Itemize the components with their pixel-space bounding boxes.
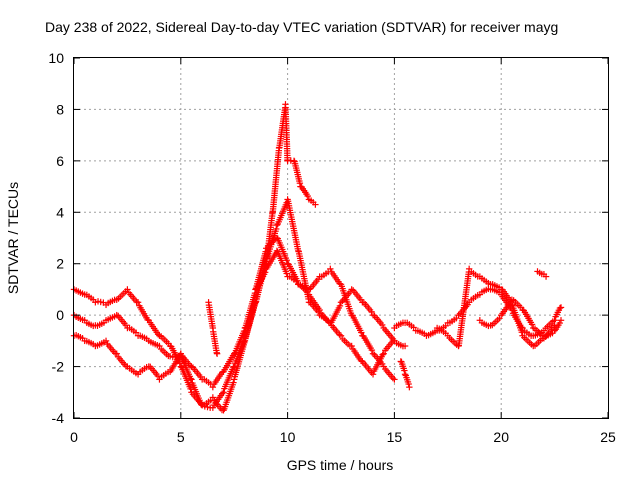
data-point [518, 329, 525, 336]
data-point [187, 385, 194, 393]
data-point [220, 389, 227, 396]
data-point [551, 322, 558, 329]
data-point [378, 321, 386, 329]
x-tick-label: 0 [70, 429, 78, 445]
data-point [556, 319, 563, 327]
y-tick-label: 2 [56, 256, 64, 272]
axis-ticks: 0 5 10 15 20 25 -4 -2 0 2 4 6 8 10 [48, 50, 616, 445]
grid-lines [74, 58, 608, 418]
data-point [380, 350, 387, 357]
data-point [124, 286, 131, 293]
data-point [134, 299, 142, 306]
data-point [240, 327, 248, 335]
x-tick-label: 25 [600, 429, 616, 445]
series-4 [252, 247, 409, 350]
data-point [230, 379, 237, 386]
data-point [358, 329, 365, 336]
data-point [369, 350, 377, 357]
data-point [542, 273, 550, 280]
data-point [327, 265, 334, 273]
y-axis-label: SDTVAR / TECUs [5, 182, 21, 294]
data-point [368, 308, 375, 315]
x-axis-label: GPS time / hours [287, 457, 394, 473]
data-point [557, 317, 565, 324]
data-point [209, 383, 217, 391]
data-point [455, 311, 462, 319]
series-8 [534, 268, 550, 280]
y-tick-label: 0 [56, 307, 64, 323]
data-point [405, 380, 412, 388]
data-point [401, 371, 409, 378]
data-point [188, 376, 195, 383]
series-7 [476, 296, 558, 342]
data-point [348, 342, 355, 350]
data-point [188, 363, 195, 370]
x-tick-label: 20 [493, 429, 509, 445]
data-point [556, 304, 564, 312]
data-point [230, 364, 237, 371]
chart-title: Day 238 of 2022, Sidereal Day-to-day VTE… [45, 19, 558, 35]
data-point [557, 304, 565, 311]
y-tick-label: 8 [56, 101, 64, 117]
x-tick-label: 10 [280, 429, 296, 445]
y-tick-label: -2 [52, 359, 65, 375]
data-point [316, 306, 323, 314]
data-point [389, 374, 397, 382]
data-point [401, 342, 409, 350]
data-point [273, 225, 280, 233]
data-point [401, 367, 408, 374]
data-point [218, 390, 226, 397]
series-6 [433, 265, 565, 350]
data-point [122, 321, 130, 329]
plot-frame [73, 57, 609, 419]
data-point [273, 221, 281, 229]
data-point [368, 346, 376, 354]
data-point [102, 337, 110, 345]
data-point [379, 351, 386, 358]
data-point [113, 350, 120, 357]
data-point [283, 257, 290, 264]
data-point [283, 270, 290, 277]
series-9 [397, 358, 413, 391]
data-point [369, 371, 377, 378]
data-point [154, 372, 162, 380]
data-point [528, 321, 536, 328]
series-10 [205, 299, 221, 357]
x-tick-label: 15 [387, 429, 403, 445]
data-point [187, 375, 194, 382]
data-point [406, 383, 413, 391]
x-tick-label: 5 [177, 429, 185, 445]
y-tick-label: 10 [48, 50, 64, 66]
data-point [231, 363, 238, 370]
data-point [304, 192, 311, 200]
data-point [337, 332, 345, 339]
y-tick-label: 6 [56, 153, 64, 169]
y-tick-label: 4 [56, 204, 64, 220]
y-tick-label: -4 [52, 410, 65, 426]
data-point [336, 302, 344, 310]
data-point [312, 201, 319, 208]
data-point [337, 299, 345, 306]
data-points [70, 101, 565, 414]
data-point [220, 407, 227, 414]
data-point [209, 394, 217, 401]
data-point [213, 350, 221, 357]
data-point [348, 286, 355, 293]
data-point [261, 269, 269, 276]
data-point [336, 331, 343, 338]
data-point [391, 376, 398, 383]
